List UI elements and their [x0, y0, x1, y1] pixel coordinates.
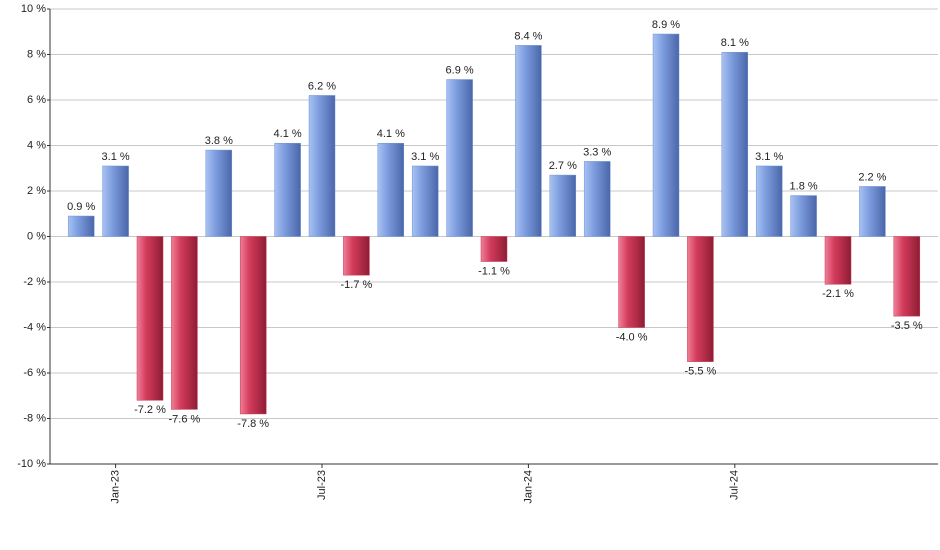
bar	[790, 195, 817, 237]
value-label: 3.8 %	[205, 135, 233, 147]
bar	[377, 142, 405, 237]
value-label: 6.9 %	[446, 64, 474, 76]
value-label: -3.5 %	[891, 320, 923, 332]
x-tick-label: Jan-23	[110, 470, 122, 504]
x-tick-label: Jul-24	[729, 470, 741, 500]
bar	[893, 236, 921, 317]
y-tick-label: 8 %	[27, 48, 46, 60]
bar	[618, 236, 645, 328]
bar	[549, 174, 577, 237]
value-label: 8.9 %	[652, 19, 680, 31]
y-tick-label: -4 %	[23, 321, 46, 333]
value-label: 3.1 %	[755, 151, 783, 163]
bar	[583, 161, 611, 237]
bar	[171, 236, 198, 410]
value-label: 0.9 %	[67, 201, 95, 213]
bar	[343, 236, 370, 276]
y-tick-label: -8 %	[23, 412, 46, 424]
value-label: 3.1 %	[411, 151, 439, 163]
y-tick-label: -6 %	[23, 367, 46, 379]
bar	[205, 149, 233, 237]
y-tick-label: -2 %	[23, 276, 46, 288]
value-label: 8.1 %	[721, 37, 749, 49]
value-label: -4.0 %	[616, 331, 648, 343]
bar	[721, 51, 749, 237]
value-label: -7.8 %	[237, 418, 269, 430]
value-label: -7.2 %	[134, 404, 166, 416]
y-tick-label: 4 %	[27, 139, 46, 151]
value-label: -5.5 %	[685, 366, 717, 378]
y-tick-label: 2 %	[27, 185, 46, 197]
value-label: 8.4 %	[514, 30, 542, 42]
bar	[136, 236, 164, 401]
value-label: -7.6 %	[169, 413, 201, 425]
bar	[239, 236, 267, 415]
y-tick-label: 6 %	[27, 94, 46, 106]
bar	[102, 165, 129, 237]
value-label: -2.1 %	[822, 288, 854, 300]
bar	[515, 45, 542, 237]
bar	[411, 165, 439, 237]
bar	[67, 215, 95, 237]
bar	[755, 165, 783, 237]
bar	[687, 236, 714, 362]
bar	[308, 95, 336, 237]
value-label: -1.1 %	[478, 265, 510, 277]
value-label: -1.7 %	[341, 279, 373, 291]
x-tick-label: Jul-23	[316, 470, 328, 500]
bar	[652, 33, 680, 237]
y-tick-label: 0 %	[27, 230, 46, 242]
value-label: 3.1 %	[102, 151, 130, 163]
x-tick-label: Jan-24	[522, 470, 534, 504]
value-label: 6.2 %	[308, 80, 336, 92]
value-label: 2.2 %	[858, 171, 886, 183]
value-label: 2.7 %	[549, 160, 577, 172]
bar	[446, 79, 473, 237]
value-label: 1.8 %	[790, 180, 818, 192]
value-label: 4.1 %	[377, 128, 405, 140]
bar	[274, 142, 301, 237]
value-label: 3.3 %	[583, 146, 611, 158]
value-label: 4.1 %	[274, 128, 302, 140]
bar	[480, 236, 508, 262]
bar	[859, 186, 886, 237]
y-tick-label: 10 %	[21, 3, 46, 15]
bar	[824, 236, 852, 285]
y-tick-label: -10 %	[17, 458, 46, 470]
